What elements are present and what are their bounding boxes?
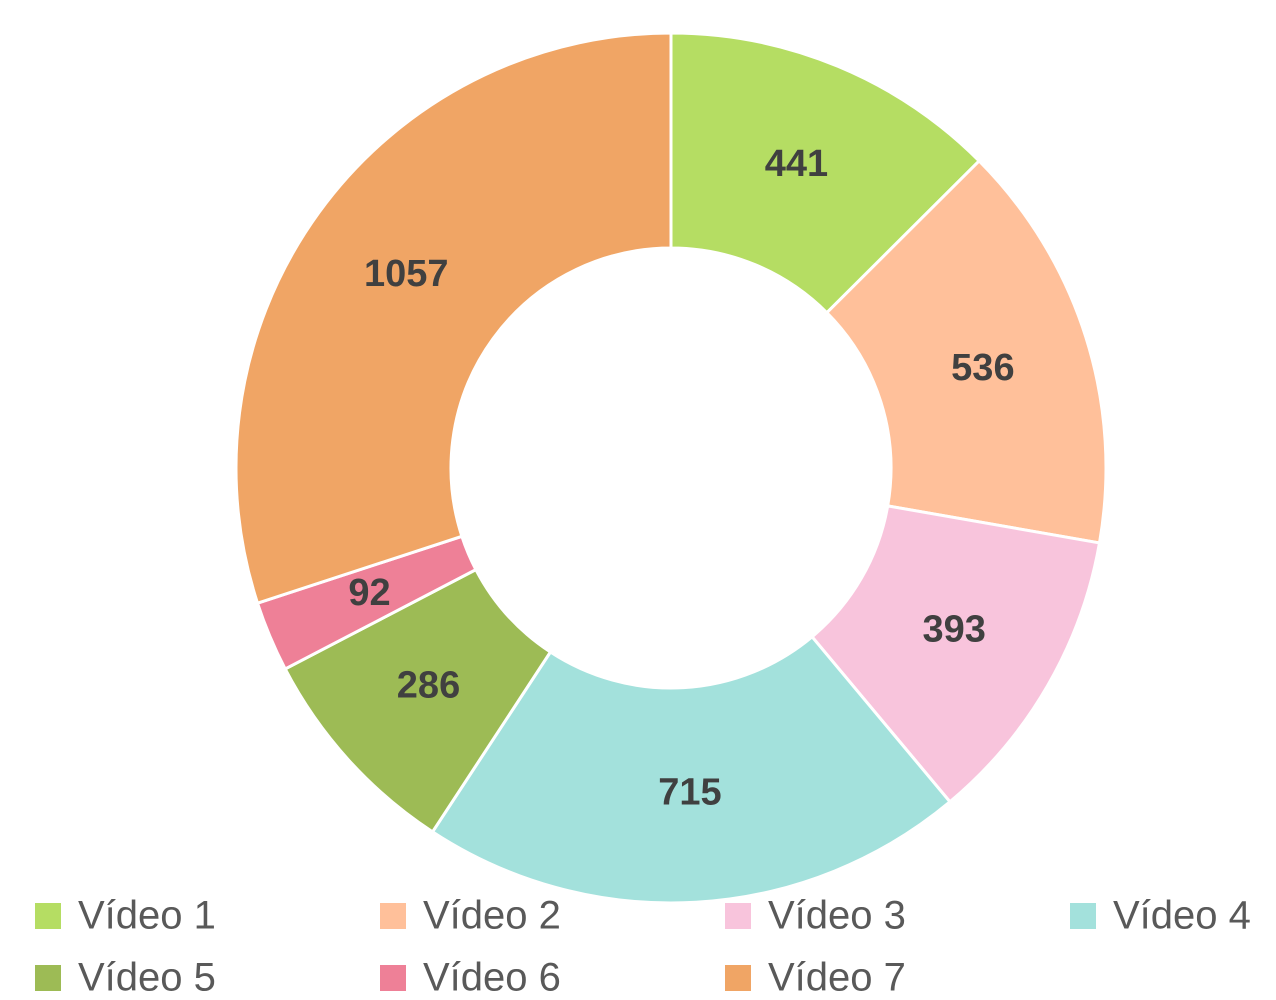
value-label: 1057 <box>364 253 449 295</box>
legend-label: Vídeo 4 <box>1113 894 1251 938</box>
value-label: 441 <box>765 143 828 185</box>
legend-swatch <box>1070 903 1096 929</box>
legend-swatch <box>380 903 406 929</box>
legend-label: Vídeo 2 <box>423 894 561 938</box>
value-label: 715 <box>658 771 721 813</box>
slice <box>669 31 982 315</box>
value-label: 536 <box>951 347 1014 389</box>
slice <box>430 634 953 905</box>
legend-label: Vídeo 5 <box>78 956 216 1000</box>
legend-swatch <box>725 965 751 991</box>
legend-label: Vídeo 6 <box>423 956 561 1000</box>
legend-swatch <box>725 903 751 929</box>
value-label: 92 <box>348 572 390 614</box>
slice <box>234 31 673 606</box>
legend-label: Vídeo 1 <box>78 894 216 938</box>
legend-swatch <box>380 965 406 991</box>
legend-label: Vídeo 7 <box>768 956 906 1000</box>
legend-swatch <box>35 965 61 991</box>
slice <box>824 158 1108 545</box>
legend-swatch <box>35 903 61 929</box>
slice <box>809 504 1102 804</box>
legend-label: Vídeo 3 <box>768 894 906 938</box>
value-label: 286 <box>397 664 460 706</box>
value-label: 393 <box>922 609 985 651</box>
